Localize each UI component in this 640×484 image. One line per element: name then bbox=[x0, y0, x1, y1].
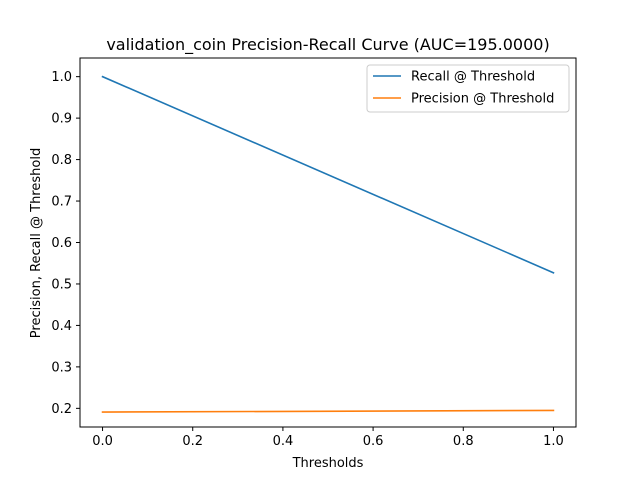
y-tick-label: 0.8 bbox=[51, 153, 72, 168]
y-tick-label: 1.0 bbox=[51, 70, 72, 85]
legend: Recall @ Threshold Precision @ Threshold bbox=[366, 64, 570, 113]
series-line-recall bbox=[101, 75, 555, 274]
x-tick-label: 0.2 bbox=[182, 434, 203, 449]
y-tick-label: 0.4 bbox=[51, 319, 72, 334]
legend-box bbox=[366, 64, 570, 113]
legend-items: Recall @ Threshold Precision @ Threshold bbox=[373, 70, 554, 107]
axes-frame bbox=[79, 57, 577, 428]
y-tick-label: 0.6 bbox=[51, 236, 72, 251]
chart-title: validation_coin Precision-Recall Curve (… bbox=[106, 35, 549, 55]
plot-area bbox=[101, 75, 555, 413]
x-axis: 0.0 0.2 0.4 0.6 0.8 1.0 bbox=[92, 427, 564, 449]
y-tick-label: 0.7 bbox=[51, 195, 72, 210]
x-tick-label: 0.0 bbox=[92, 434, 113, 449]
y-axis: 0.2 0.3 0.4 0.5 0.6 0.7 0.8 0.9 1.0 bbox=[51, 70, 80, 417]
y-tick-label: 0.2 bbox=[51, 402, 72, 417]
y-axis-label: Precision, Recall @ Threshold bbox=[29, 148, 44, 338]
series-line-precision bbox=[101, 409, 555, 413]
x-tick-label: 0.6 bbox=[363, 434, 384, 449]
x-tick-label: 0.8 bbox=[453, 434, 474, 449]
legend-label: Recall @ Threshold bbox=[411, 70, 535, 85]
legend-label: Precision @ Threshold bbox=[411, 92, 554, 107]
x-tick-label: 1.0 bbox=[543, 434, 564, 449]
x-tick-label: 0.4 bbox=[273, 434, 294, 449]
y-tick-label: 0.3 bbox=[51, 360, 72, 375]
y-tick-label: 0.5 bbox=[51, 277, 72, 292]
y-tick-label: 0.9 bbox=[51, 112, 72, 127]
x-axis-label: Thresholds bbox=[292, 456, 364, 471]
